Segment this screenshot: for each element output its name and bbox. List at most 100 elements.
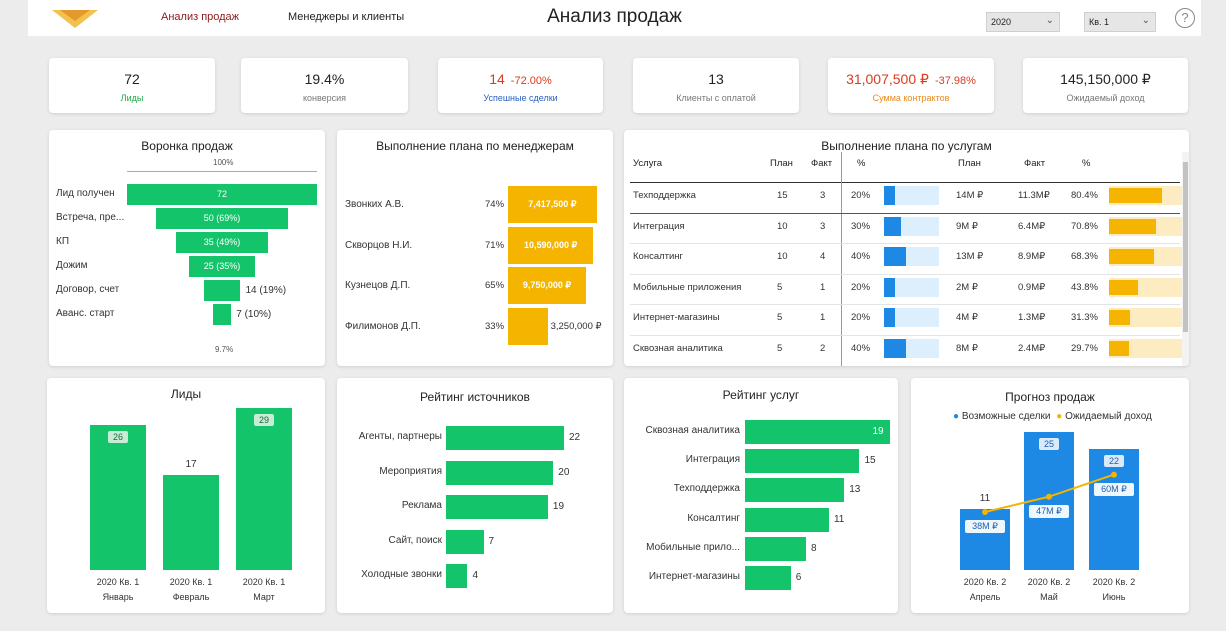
year-select[interactable]: 2020 ⌄ [986, 12, 1060, 32]
panel-title: Лиды [170, 387, 202, 401]
service-pct: 20% [851, 281, 871, 293]
kpi-label: Клиенты с оплатой [676, 93, 756, 103]
row-divider [630, 334, 1180, 336]
top-bar: Анализ продаж Менеджеры и клиенты Анализ… [28, 0, 1201, 36]
kpi-delta: -37.98% [934, 75, 976, 87]
col-header-plan-money: План [958, 158, 981, 169]
service-pct: 20% [851, 190, 871, 201]
rating-bar [745, 478, 845, 503]
plan-bar-track [884, 308, 939, 327]
kpi-card-successful-deals: 14 -72.00% Успешные сделки [438, 58, 603, 113]
service-pct: 20% [851, 312, 871, 323]
rating-value: 19 [872, 426, 884, 437]
rating-value: 8 [811, 542, 817, 554]
rating-label: Реклама [401, 500, 442, 511]
service-fact-money: 1.3M₽ [1018, 312, 1046, 323]
kpi-value: 14 -72.00% [438, 71, 603, 87]
forecast-month: Май [1040, 592, 1058, 602]
service-plan: 5 [777, 312, 783, 323]
service-plan-money: 4M ₽ [956, 312, 978, 323]
kpi-value: 31,007,500 ₽ -37.98% [828, 71, 994, 88]
service-pct: 40% [851, 251, 871, 262]
quarter-select[interactable]: Кв. 1 ⌄ [1084, 12, 1156, 32]
rating-value: 13 [849, 484, 861, 496]
forecast-deals-value: 22 [1104, 454, 1124, 467]
scrollbar-thumb[interactable] [1183, 162, 1188, 332]
service-fact: 3 [820, 190, 826, 201]
services-rating-panel: Рейтинг услуг Сквозная аналитика 19 Интегр… [624, 378, 898, 613]
panel-title: Прогноз продаж [1005, 390, 1095, 404]
service-plan-money: 2M ₽ [956, 281, 978, 293]
fact-bar-fill [1109, 249, 1155, 264]
rating-label: Сайт, поиск [388, 534, 442, 546]
kpi-label: Лиды [120, 93, 144, 103]
leads-panel: Лиды 26 2020 Кв. 1 Январь 17 2020 Кв. 1 Февра… [47, 378, 325, 613]
funnel-stage-label: Лид получен [56, 188, 115, 199]
kpi-label: Сумма контрактов [872, 93, 950, 103]
service-name: Мобильные приложения [633, 281, 742, 293]
tab-managers-clients[interactable]: Менеджеры и клиенты [288, 11, 405, 23]
manager-pct: 65% [485, 280, 505, 291]
legend: ● Возможные сделки ● Ожидаемый доход [953, 411, 1152, 422]
scrollbar[interactable] [1182, 152, 1189, 366]
manager-pct: 74% [485, 199, 505, 210]
kpi-card-conversion: 19.4% конверсия [241, 58, 408, 113]
col-header-service: Услуга [633, 158, 662, 169]
kpi-card-contract-sum: 31,007,500 ₽ -37.98% Сумма контрактов [828, 58, 994, 113]
funnel-stage-label: КП [56, 236, 70, 247]
plan-bar-fill [884, 186, 895, 205]
forecast-income-value: 38M ₽ [965, 520, 1005, 533]
funnel-panel: Воронка продаж 100% 9.7% Лид получен 72 Вс… [49, 130, 325, 366]
kpi-value: 72 [124, 71, 140, 87]
manager-name: Скворцов Н.И. [345, 239, 413, 251]
forecast-month: Апрель [969, 592, 1001, 602]
row-divider [630, 243, 1180, 244]
rating-label: Агенты, партнеры [358, 431, 442, 442]
forecast-bar [1089, 448, 1139, 570]
rating-label: Мероприятия [379, 465, 442, 477]
manager-name: Филимонов Д.П. [345, 320, 421, 332]
rating-label: Интеграция [685, 454, 740, 466]
service-fact-money: 11.3M₽ [1018, 190, 1050, 201]
rating-value: 6 [795, 572, 802, 583]
col-header-fact: Факт [811, 158, 833, 169]
funnel-value: 50 (69%) [203, 213, 241, 223]
forecast-period: 2020 Кв. 2 [1027, 577, 1071, 587]
column-divider [841, 152, 842, 366]
rating-bar [446, 426, 564, 450]
service-name: Интернет-магазины [633, 312, 720, 323]
service-plan: 5 [777, 281, 783, 293]
funnel-bar [212, 304, 232, 325]
rating-value: 19 [552, 501, 565, 512]
kpi-value: 19.4% [304, 71, 345, 87]
income-point [1111, 471, 1117, 478]
service-fact: 1 [820, 312, 826, 323]
service-fact: 1 [820, 281, 826, 293]
sources-panel: Рейтинг источников Агенты, партнеры 22 Мер… [337, 378, 613, 613]
col-header-pct-money: % [1082, 158, 1091, 169]
rating-bar [745, 449, 860, 474]
rating-value: 11 [833, 513, 845, 525]
rating-label: Интернет-магазины [648, 571, 740, 582]
kpi-card-leads: 72 Лиды [49, 58, 215, 113]
funnel-bar [127, 184, 317, 205]
legend-dot-deals: ● [953, 411, 960, 422]
tab-sales-analysis[interactable]: Анализ продаж [161, 11, 240, 23]
row-divider [630, 273, 1180, 275]
help-icon[interactable]: ? [1175, 8, 1195, 28]
kpi-number: 14 [489, 71, 505, 87]
funnel-value: 7 (10%) [236, 309, 272, 320]
funnel-stage-label: Дожим [56, 260, 88, 271]
fact-bar-fill [1109, 340, 1129, 356]
service-pct-money: 68.3% [1071, 251, 1098, 262]
funnel-value: 35 (49%) [203, 237, 241, 247]
rating-label: Консалтинг [687, 512, 740, 524]
forecast-period: 2020 Кв. 2 [1092, 577, 1136, 587]
service-plan-money: 13M ₽ [956, 251, 984, 262]
funnel-value: 25 (35%) [203, 261, 241, 271]
manager-bar [508, 307, 548, 345]
service-plan: 10 [777, 220, 788, 232]
forecast-income-value: 47M ₽ [1029, 504, 1069, 518]
header-divider [630, 182, 1180, 183]
rating-label: Сквозная аналитика [645, 425, 741, 436]
